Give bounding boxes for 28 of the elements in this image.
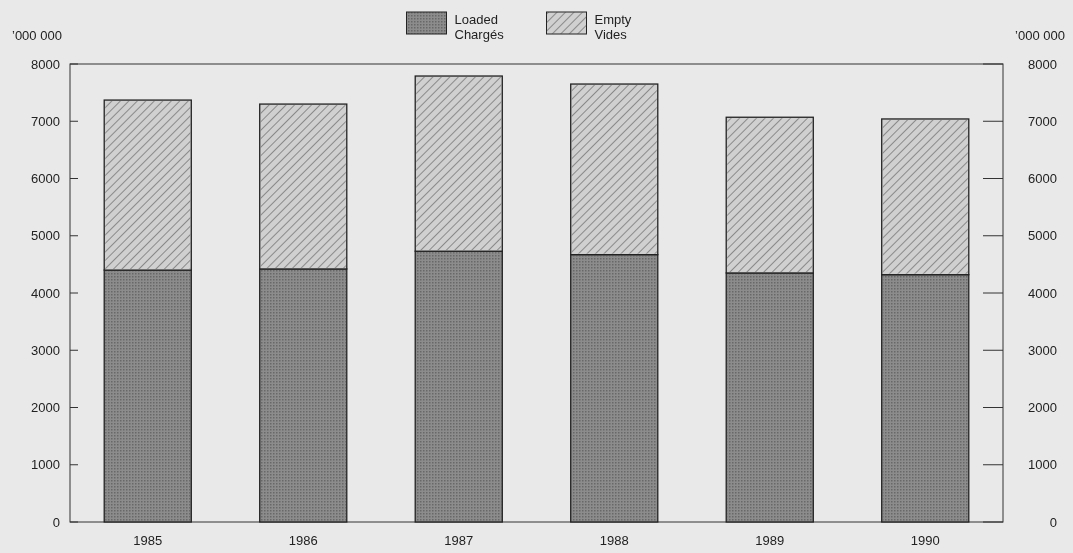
y-axis-title: ’000 000 <box>12 28 62 43</box>
y-tick-label: 2000 <box>31 400 60 416</box>
y2-tick-label: 4000 <box>1028 285 1057 301</box>
x-tick-label: 1989 <box>755 533 785 548</box>
x-tick-label: 1986 <box>288 533 318 548</box>
y-tick-label: 0 <box>52 514 60 530</box>
y-tick-label: 6000 <box>31 171 60 187</box>
x-tick-label: 1985 <box>133 533 163 548</box>
y2-tick-label: 2000 <box>1028 400 1057 416</box>
y2-tick-label: 5000 <box>1028 228 1057 244</box>
y2-tick-label: 8000 <box>1028 56 1057 72</box>
x-tick-label: 1988 <box>599 533 629 548</box>
y2-tick-label: 6000 <box>1028 171 1057 187</box>
y2-axis-title: ’000 000 <box>1015 28 1065 43</box>
y-tick-label: 4000 <box>31 285 60 301</box>
legend-label: Loaded Chargés <box>454 12 505 43</box>
y2-tick-label: 1000 <box>1028 457 1057 473</box>
legend-label: Empty Vides <box>594 12 632 43</box>
y-tick-label: 8000 <box>31 56 60 72</box>
y2-tick-label: 0 <box>1049 514 1057 530</box>
y-tick-label: 1000 <box>31 457 60 473</box>
x-tick-label: 1990 <box>910 533 940 548</box>
x-tick-label: 1987 <box>444 533 474 548</box>
y-tick-label: 7000 <box>31 113 60 129</box>
y2-tick-label: 7000 <box>1028 113 1057 129</box>
y-tick-label: 5000 <box>31 228 60 244</box>
y-tick-label: 3000 <box>31 342 60 358</box>
y2-tick-label: 3000 <box>1028 342 1057 358</box>
